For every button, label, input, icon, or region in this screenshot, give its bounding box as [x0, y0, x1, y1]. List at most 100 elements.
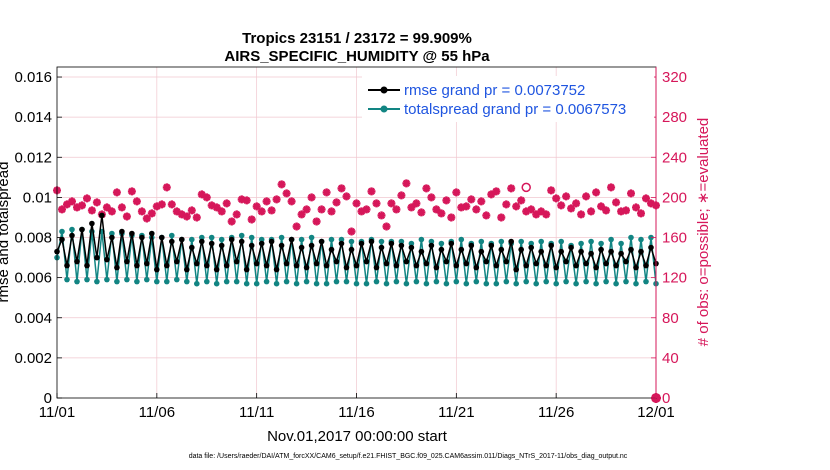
rmse-point: [523, 262, 529, 269]
rmse-point: [458, 246, 465, 253]
obs-star-point: [447, 213, 456, 222]
rmse-point: [428, 242, 435, 249]
rmse-point: [59, 236, 65, 243]
obs-star-point: [542, 210, 551, 219]
obs-star-point: [367, 187, 376, 196]
rmse-point: [648, 244, 654, 251]
totalspread-point: [59, 228, 65, 235]
totalspread-point: [273, 280, 280, 287]
totalspread-point: [588, 238, 594, 245]
rmse-point: [288, 236, 295, 243]
obs-star-point: [482, 211, 491, 220]
rmse-point: [333, 258, 340, 265]
obs-star-point: [162, 183, 171, 192]
rmse-point: [508, 238, 514, 245]
y-right-tick-label: 0: [662, 390, 670, 407]
rmse-point: [109, 234, 115, 241]
rmse-point: [189, 244, 195, 251]
rmse-point: [74, 258, 80, 265]
totalspread-point: [333, 278, 340, 285]
rmse-point: [438, 246, 445, 253]
obs-star-point: [407, 203, 416, 212]
totalspread-point: [189, 236, 195, 243]
y-left-tick-label: 0.014: [14, 109, 52, 126]
rmse-point: [383, 260, 390, 267]
obs-star-point: [577, 210, 586, 219]
legend-spread-label: totalspread grand pr = 0.0067573: [404, 101, 626, 118]
obs-star-point: [317, 205, 326, 214]
totalspread-point: [233, 278, 240, 285]
obs-star-point: [192, 213, 201, 222]
rmse-point: [548, 242, 554, 249]
rmse-point: [233, 258, 240, 265]
obs-star-point: [137, 207, 146, 216]
rmse-point: [628, 246, 634, 253]
y-left-tick-label: 0.01: [23, 189, 52, 206]
rmse-point: [493, 262, 500, 269]
rmse-point: [443, 258, 450, 265]
totalspread-point: [553, 280, 559, 287]
totalspread-point: [283, 278, 290, 285]
y-left-tick-label: 0.006: [14, 270, 52, 287]
y-axis-label-left: rmse and totalspread: [0, 162, 12, 303]
totalspread-point: [403, 280, 410, 287]
totalspread-point: [278, 234, 285, 241]
totalspread-point: [518, 238, 524, 245]
rmse-point: [338, 240, 345, 247]
totalspread-point: [593, 280, 599, 287]
obs-star-point: [197, 190, 206, 199]
obs-star-point: [227, 217, 236, 226]
chart-subtitle: AIRS_SPECIFIC_HUMIDITY @ 55 hPa: [224, 48, 490, 65]
totalspread-point: [638, 236, 644, 243]
obs-star-point: [477, 197, 486, 206]
totalspread-point: [373, 278, 380, 285]
rmse-point: [553, 264, 559, 271]
rmse-point: [513, 266, 519, 273]
rmse-point: [199, 238, 205, 245]
obs-star-point: [422, 184, 431, 193]
rmse-point: [99, 212, 105, 219]
obs-star-point: [167, 200, 176, 209]
obs-star-point: [532, 210, 541, 219]
rmse-point: [593, 264, 599, 271]
totalspread-point: [313, 280, 320, 287]
series-layer: [52, 179, 661, 403]
obs-star-point: [631, 203, 641, 212]
rmse-point: [483, 258, 490, 265]
rmse-point: [169, 238, 175, 245]
obs-star-point: [392, 205, 401, 214]
y-right-tick-label: 240: [662, 149, 687, 166]
obs-star-point: [372, 199, 381, 208]
obs-star-point: [92, 198, 101, 207]
obs-star-point: [117, 203, 126, 212]
obs-star-point: [492, 187, 501, 196]
rmse-point: [154, 266, 160, 273]
rmse-point: [64, 262, 70, 269]
totalspread-point: [104, 276, 110, 283]
rmse-point: [568, 244, 574, 251]
totalspread-point: [328, 236, 335, 243]
rmse-point: [139, 234, 145, 241]
rmse-point: [184, 266, 190, 273]
totalspread-point: [583, 278, 589, 285]
rmse-point: [84, 262, 90, 269]
totalspread-point: [303, 278, 310, 285]
totalspread-point: [608, 236, 614, 243]
totalspread-point: [238, 232, 245, 239]
rmse-point: [223, 262, 230, 269]
rmse-point: [358, 240, 365, 247]
rmse-point: [238, 238, 245, 245]
obs-star-point: [582, 192, 591, 201]
obs-star-point: [547, 186, 556, 195]
totalspread-point: [523, 278, 529, 285]
totalspread-point: [223, 278, 230, 285]
rmse-point: [124, 258, 130, 265]
rmse-point: [373, 264, 380, 271]
totalspread-point: [124, 276, 130, 283]
rmse-point: [79, 226, 85, 233]
obs-star-point: [147, 209, 156, 218]
rmse-point: [268, 238, 275, 245]
rmse-point: [408, 244, 415, 251]
obs-star-point: [212, 203, 221, 212]
obs-star-point: [621, 206, 631, 215]
